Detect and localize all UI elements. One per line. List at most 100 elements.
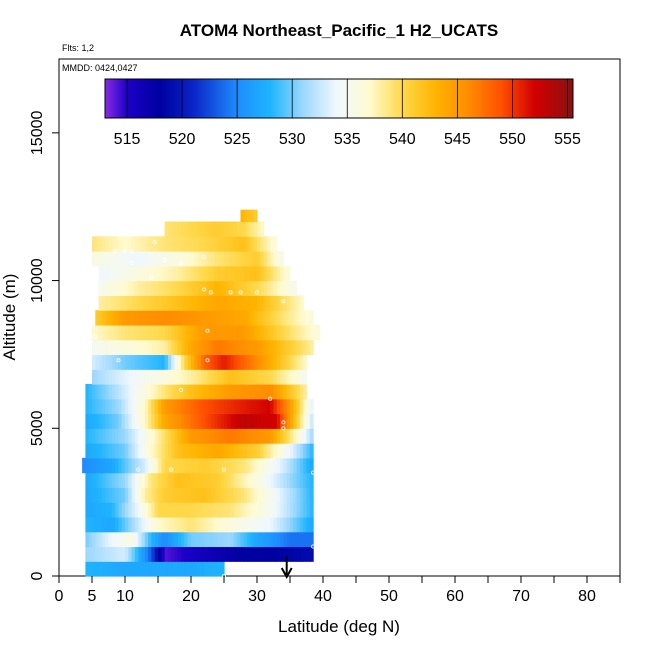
heatmap-cell [200, 561, 205, 577]
heatmap-cell [253, 428, 258, 444]
heatmap-cell [200, 487, 205, 503]
heatmap-cell [95, 354, 100, 370]
heatmap-cell [125, 413, 129, 429]
heatmap-cell [214, 221, 218, 237]
heatmap-cell [148, 354, 152, 370]
heatmap-cell [98, 398, 103, 415]
heatmap-cell [141, 280, 146, 296]
heatmap-cell [154, 369, 159, 385]
heatmap-cell [309, 324, 314, 341]
heatmap-cell [128, 310, 133, 326]
heatmap-cell [167, 546, 172, 562]
heatmap-cell [134, 516, 139, 533]
heatmap-cell [204, 516, 209, 533]
heatmap-cell [158, 413, 162, 429]
heatmap-cell [177, 369, 182, 385]
heatmap-cell [309, 398, 314, 415]
heatmap-cell [227, 398, 232, 415]
heatmap-cell [161, 383, 166, 400]
heatmap-cell [191, 531, 195, 548]
heatmap-cell [184, 354, 189, 370]
heatmap-cell [299, 546, 304, 562]
heatmap-cell [174, 280, 179, 296]
arrow-head [280, 567, 293, 580]
heatmap-cell [207, 502, 212, 518]
heatmap-cell [141, 354, 146, 370]
heatmap-cell [286, 324, 291, 341]
heatmap-cell [240, 354, 245, 370]
heatmap-cell [276, 265, 281, 282]
heatmap-cell [131, 383, 136, 400]
heatmap-cell [273, 280, 278, 296]
heatmap-cell [197, 221, 202, 237]
heatmap-cell [167, 487, 172, 503]
heatmap-cell [92, 428, 96, 444]
heatmap-cell [85, 546, 90, 562]
heatmap-cell [191, 221, 195, 237]
heatmap-cell [293, 502, 298, 518]
heatmap-cell [98, 369, 103, 385]
heatmap-cell [303, 428, 308, 444]
heatmap-cell [194, 324, 199, 341]
heatmap-cell [283, 546, 288, 562]
heatmap-cell [184, 369, 189, 385]
heatmap-cell [125, 472, 129, 488]
heatmap-cell [101, 369, 106, 385]
heatmap-cell [108, 546, 113, 562]
heatmap-cell [273, 324, 278, 341]
heatmap-cell [263, 339, 268, 356]
heatmap-cell [184, 531, 189, 548]
heatmap-cell [128, 531, 133, 548]
heatmap-cell [306, 457, 311, 474]
heatmap-cell [184, 428, 189, 444]
heatmap-cell [128, 546, 133, 562]
heatmap-cell [158, 428, 162, 444]
heatmap-cell [171, 398, 176, 415]
heatmap-cell [95, 324, 100, 341]
heatmap-cell [299, 472, 304, 488]
heatmap-cell [88, 516, 93, 533]
heatmap-cell [177, 472, 182, 488]
heatmap-cell [220, 369, 225, 385]
heatmap-cell [174, 443, 179, 459]
sample-point [281, 420, 286, 425]
heatmap-cell [167, 265, 172, 282]
heatmap-cell [243, 251, 248, 267]
heatmap-cell [95, 251, 100, 267]
heatmap-cell [263, 324, 268, 341]
heatmap-cell [286, 487, 291, 503]
heatmap-cell [95, 516, 100, 533]
heatmap-cell [306, 443, 311, 459]
heatmap-cell [306, 398, 311, 415]
heatmap-cell [227, 531, 232, 548]
heatmap-cell [164, 516, 169, 533]
heatmap-cell [154, 280, 159, 296]
heatmap-cell [273, 457, 278, 474]
heatmap-cell [171, 413, 176, 429]
heatmap-cell [270, 443, 275, 459]
heatmap-cell [283, 383, 288, 400]
heatmap-cell [187, 339, 192, 356]
heatmap-cell [194, 561, 199, 577]
heatmap-cell [115, 546, 119, 562]
heatmap-cell [85, 561, 90, 577]
heatmap-cell [263, 236, 268, 252]
heatmap-cell [111, 561, 116, 577]
heatmap-cell [286, 413, 291, 429]
heatmap-cell [108, 502, 113, 518]
heatmap-cell [92, 443, 96, 459]
heatmap-cell [174, 457, 179, 474]
heatmap-cell [217, 324, 222, 341]
colorbar-tick-label: 545 [444, 131, 471, 148]
heatmap-cell [299, 354, 304, 370]
heatmap-cell [210, 428, 215, 444]
sample-point [202, 287, 207, 292]
heatmap-cell [187, 265, 192, 282]
heatmap-cell [220, 472, 225, 488]
heatmap-cell [95, 443, 100, 459]
heatmap-cell [138, 502, 143, 518]
heatmap-cell [243, 339, 248, 356]
heatmap-cell [220, 295, 225, 311]
heatmap-cell [200, 457, 205, 474]
